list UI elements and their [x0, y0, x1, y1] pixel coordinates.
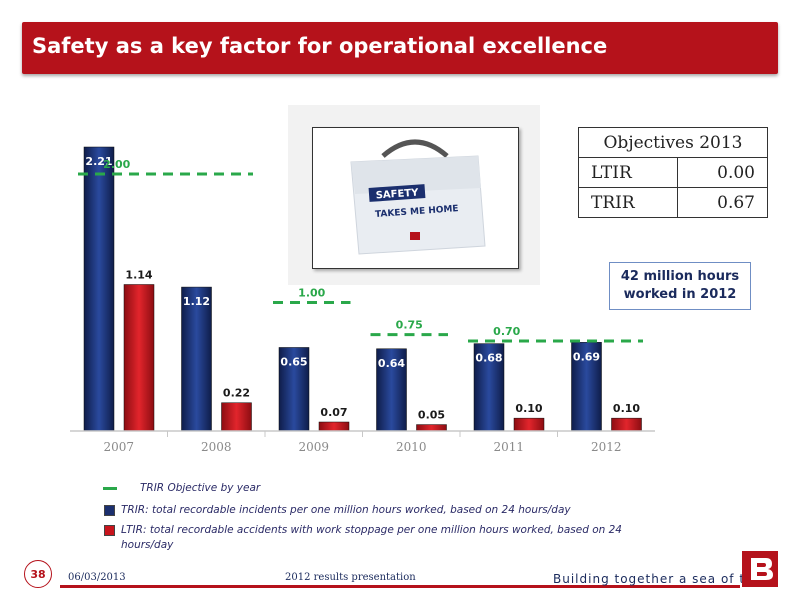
data-label-trir-2009: 0.65 [280, 355, 307, 368]
objective-value-ltir: 0.00 [676, 157, 769, 188]
photo-inner-frame: SAFETY TAKES ME HOME [312, 127, 519, 269]
legend-trir-swatch [104, 505, 115, 516]
objective-label-trir: TRIR [578, 187, 678, 218]
data-label-ltir-2010: 0.05 [418, 409, 445, 422]
tick-label-2009: 2009 [298, 440, 329, 454]
objectives-heading: Objectives 2013 [578, 127, 768, 158]
objective-label-1.00: 1.00 [298, 286, 325, 299]
tick-label-2012: 2012 [591, 440, 622, 454]
data-label-ltir-2012: 0.10 [613, 402, 640, 415]
data-label-ltir-2008: 0.22 [223, 387, 250, 400]
tick-label-2007: 2007 [103, 440, 134, 454]
data-label-trir-2012: 0.69 [573, 350, 600, 363]
objective-value-trir: 0.67 [676, 187, 769, 218]
legend-objective-text: TRIR Objective by year [140, 482, 261, 494]
page-number: 38 [24, 560, 52, 588]
legend-ltir-text: LTIR: total recordable accidents with wo… [121, 524, 622, 536]
data-label-trir-2007: 2.21 [85, 155, 112, 168]
photo-safety-text: SAFETY [375, 187, 419, 201]
bar-trir-2010 [376, 348, 407, 432]
objective-label-0.70: 0.70 [493, 325, 520, 338]
objectives-table: Objectives 2013 LTIR 0.00 TRIR 0.67 [578, 127, 769, 218]
bar-ltir-2008 [221, 402, 252, 432]
bar-trir-2009 [278, 347, 310, 432]
objective-label-2.00: 2.00 [103, 158, 130, 171]
data-label-trir-2008: 1.12 [183, 295, 210, 308]
objective-label-0.75: 0.75 [396, 319, 423, 332]
safety-photo: SAFETY TAKES ME HOME [288, 105, 540, 285]
footer-presentation: 2012 results presentation [285, 572, 416, 583]
bar-trir-2008 [181, 286, 212, 432]
footer-slogan: Building together a sea of trust [553, 572, 773, 586]
legend-objective-swatch [103, 487, 117, 490]
data-label-ltir-2007: 1.14 [125, 269, 152, 282]
bar-ltir-2011 [513, 417, 545, 432]
hours-line-1: 42 million hours [620, 269, 740, 284]
table-row: TRIR 0.67 [578, 187, 769, 218]
title-bar: Safety as a key factor for operational e… [22, 22, 778, 74]
objective-label-ltir: LTIR [578, 157, 678, 188]
legend-ltir-swatch [104, 525, 115, 536]
page-title: Safety as a key factor for operational e… [32, 34, 608, 58]
tick-label-2011: 2011 [493, 440, 524, 454]
bar-ltir-2012 [611, 417, 642, 432]
data-label-ltir-2011: 0.10 [515, 402, 542, 415]
legend-trir-text: TRIR: total recordable incidents per one… [121, 504, 571, 516]
data-label-trir-2010: 0.64 [378, 357, 405, 370]
footer-divider [60, 585, 740, 588]
hours-worked-box: 42 million hours worked in 2012 [609, 262, 751, 310]
bar-trir-2007 [83, 146, 115, 432]
bar-trir-2012 [571, 342, 602, 432]
data-label-trir-2011: 0.68 [475, 352, 502, 365]
bar-ltir-2010 [416, 424, 447, 432]
safety-case-image: SAFETY TAKES ME HOME [313, 128, 518, 268]
bar-ltir-2009 [318, 421, 350, 432]
bar-ltir-2007 [123, 284, 155, 432]
table-row: LTIR 0.00 [578, 157, 769, 188]
tick-label-2010: 2010 [396, 440, 427, 454]
hours-line-2: worked in 2012 [623, 287, 737, 302]
legend-ltir-text-2: hours/day [121, 539, 174, 551]
tick-label-2008: 2008 [201, 440, 232, 454]
bar-trir-2011 [473, 343, 505, 432]
footer-date: 06/03/2013 [68, 572, 126, 583]
company-logo [742, 551, 778, 587]
data-label-ltir-2009: 0.07 [320, 406, 347, 419]
